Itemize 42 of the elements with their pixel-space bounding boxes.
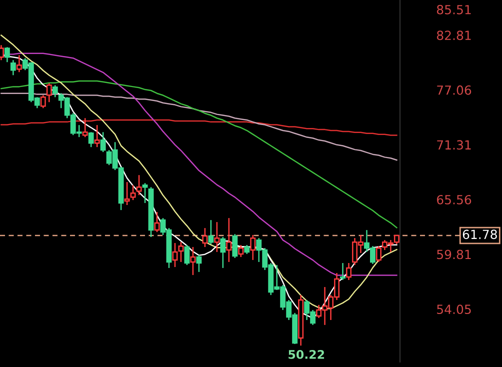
- y-tick-label: 54.05: [437, 304, 471, 314]
- y-tick-label: 59.81: [437, 250, 471, 260]
- candlestick: [394, 234, 400, 245]
- candlestick: [202, 227, 208, 248]
- candlestick: [94, 124, 100, 148]
- candlestick: [346, 262, 352, 281]
- candlestick: [214, 221, 220, 253]
- candlestick: [124, 181, 130, 206]
- candlestick: [130, 184, 136, 201]
- candlestick: [154, 211, 160, 233]
- candlestick: [52, 84, 58, 98]
- candlestick: [190, 246, 196, 276]
- candlestick: [4, 46, 10, 63]
- candlestick: [82, 118, 88, 138]
- y-tick-label: 82.81: [436, 30, 471, 40]
- candlestick: [376, 245, 382, 263]
- candlestick: [46, 82, 52, 103]
- y-tick-label: 77.06: [437, 85, 472, 95]
- candlestick: [100, 132, 106, 153]
- y-tick-label: 65.56: [436, 194, 472, 204]
- candlestick: [136, 174, 142, 196]
- candlestick: [220, 236, 226, 269]
- candlestick: [184, 244, 190, 266]
- candlestick: [340, 262, 346, 281]
- candlestick: [208, 219, 214, 245]
- candlestick: [16, 54, 22, 73]
- line-series: [0, 80, 398, 228]
- ref-line-label: 61.78: [462, 230, 497, 240]
- annotation: 50.22: [288, 350, 324, 359]
- candlestick: [40, 94, 46, 109]
- candlestick: [232, 233, 238, 259]
- candlestick: [172, 242, 178, 268]
- candlestick: [196, 254, 202, 273]
- y-tick-label: 85.51: [436, 4, 471, 14]
- candlestick: [226, 217, 232, 263]
- candlestick: [178, 241, 184, 263]
- y-tick-label: 71.31: [437, 140, 471, 150]
- candlestick: [88, 132, 94, 148]
- candlestick: [10, 59, 16, 76]
- candlestick: [142, 182, 148, 204]
- candlestick: [250, 234, 256, 261]
- candlestick: [238, 244, 244, 258]
